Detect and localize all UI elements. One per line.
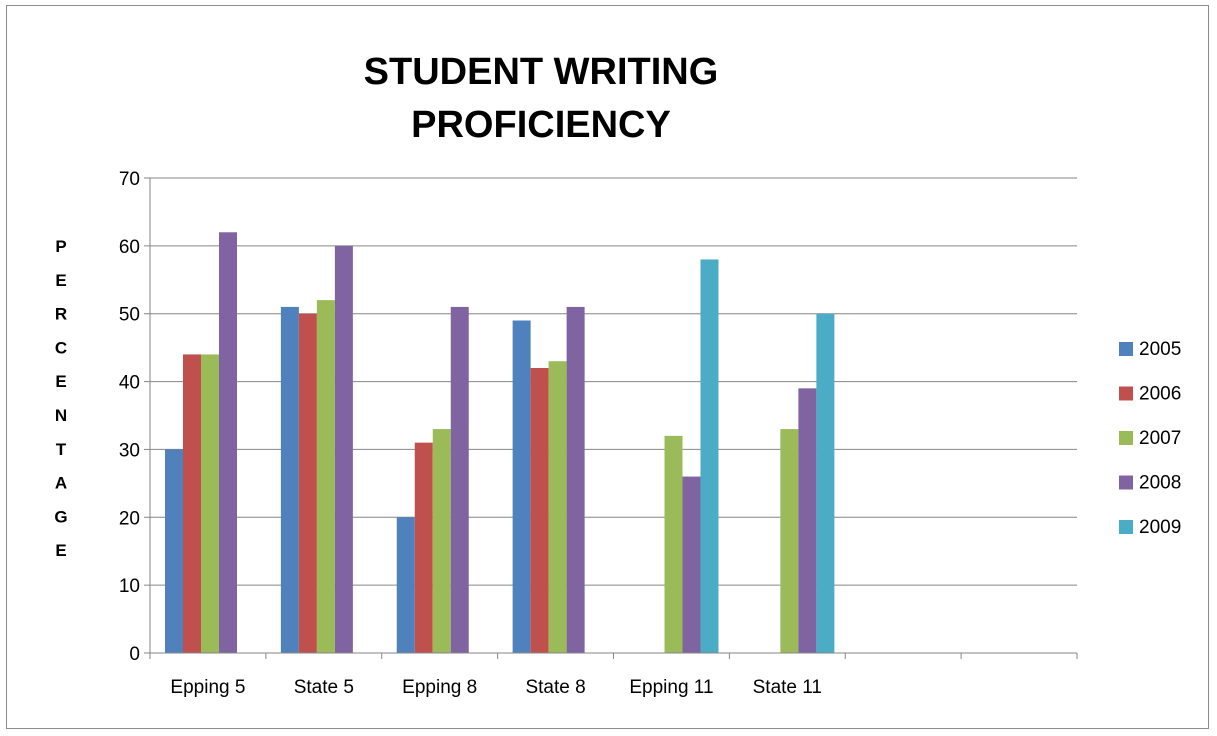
- chart-title: STUDENT WRITING PROFICIENCY: [364, 51, 719, 146]
- bar-epping-5-2007: [201, 354, 219, 653]
- legend-item-2008: 2008: [1119, 473, 1181, 494]
- y-tick-label-30: 30: [119, 440, 140, 461]
- bar-state-8-2006: [530, 368, 549, 653]
- bar-epping-8-2007: [432, 429, 451, 653]
- bar-epping-11-2009: [700, 259, 719, 653]
- legend-label-2006: 2006: [1139, 384, 1181, 405]
- y-axis-label-letter: G: [54, 507, 67, 526]
- chart-svg: STUDENT WRITING PROFICIENCY 0 10 20 30 40 50 6…: [54, 51, 1181, 698]
- y-axis-label-letter: A: [55, 474, 67, 493]
- axes: [144, 177, 1078, 659]
- legend-item-2007: 2007: [1119, 428, 1181, 449]
- x-tick-label-epping-8: Epping 8: [402, 677, 477, 698]
- chart-area: STUDENT WRITING PROFICIENCY 0 10 20 30 40 50 6…: [6, 5, 1209, 729]
- y-tick-label-40: 40: [119, 373, 140, 394]
- legend-swatch-2006: [1119, 386, 1133, 401]
- bars: [165, 232, 835, 654]
- y-tick-label-20: 20: [119, 508, 140, 529]
- y-tick-labels: 0 10 20 30 40 50 60 70: [119, 169, 140, 665]
- bar-state-8-2005: [512, 320, 531, 653]
- y-axis-label-letter: T: [56, 440, 67, 459]
- legend: 2005 2006 2007 2008 2009: [1119, 339, 1181, 538]
- y-tick-label-0: 0: [129, 644, 140, 665]
- legend-item-2005: 2005: [1119, 339, 1181, 360]
- x-tick-label-state-5: State 5: [294, 677, 354, 698]
- y-axis-label-letter: E: [55, 541, 66, 560]
- legend-swatch-2005: [1119, 342, 1133, 356]
- y-axis-label-letter: E: [55, 271, 66, 290]
- bar-state-5-2006: [298, 313, 317, 653]
- legend-label-2008: 2008: [1139, 473, 1181, 494]
- y-tick-label-60: 60: [119, 237, 140, 258]
- bar-state-8-2007: [548, 361, 567, 653]
- y-axis-label-letter: C: [55, 338, 67, 357]
- bar-epping-8-2005: [396, 517, 415, 653]
- x-tick-label-state-11: State 11: [753, 677, 822, 698]
- bar-state-5-2005: [280, 306, 299, 653]
- bar-epping-8-2008: [450, 306, 469, 653]
- x-tick-label-state-8: State 8: [525, 677, 585, 698]
- x-tick-labels: Epping 5 State 5 Epping 8 State 8 Epping 11 S…: [170, 677, 822, 698]
- bar-state-5-2008: [334, 245, 353, 653]
- bar-state-8-2008: [566, 306, 585, 653]
- bar-epping-5-2006: [183, 354, 201, 653]
- bar-epping-11-2008: [682, 476, 701, 653]
- chart-title-line-1: STUDENT WRITING: [364, 51, 719, 93]
- y-tick-label-10: 10: [119, 576, 140, 597]
- legend-swatch-2007: [1119, 431, 1133, 445]
- chart-title-line-2: PROFICIENCY: [411, 104, 671, 146]
- y-tick-label-50: 50: [119, 305, 140, 326]
- bar-state-5-2007: [316, 300, 335, 653]
- legend-swatch-2008: [1119, 475, 1133, 490]
- legend-label-2009: 2009: [1139, 517, 1181, 538]
- legend-item-2006: 2006: [1119, 384, 1181, 405]
- bar-epping-8-2006: [414, 442, 433, 653]
- y-axis-label-letter: P: [55, 237, 66, 256]
- legend-label-2007: 2007: [1139, 428, 1181, 449]
- y-axis-label-letter: R: [55, 305, 67, 324]
- legend-item-2009: 2009: [1119, 517, 1181, 538]
- y-axis-label-letter: N: [55, 406, 67, 425]
- legend-swatch-2009: [1119, 520, 1133, 534]
- bar-epping-5-2005: [165, 449, 183, 653]
- bar-epping-11-2007: [664, 435, 683, 653]
- legend-label-2005: 2005: [1139, 339, 1181, 360]
- y-tick-label-70: 70: [119, 169, 140, 190]
- x-tick-label-epping-5: Epping 5: [170, 677, 245, 698]
- y-axis-label-letter: E: [55, 372, 66, 391]
- bar-state-11-2008: [798, 388, 817, 653]
- bar-state-11-2009: [816, 313, 835, 653]
- x-tick-label-epping-11: Epping 11: [629, 677, 713, 698]
- bar-state-11-2007: [780, 429, 799, 653]
- bar-epping-5-2008: [219, 232, 237, 654]
